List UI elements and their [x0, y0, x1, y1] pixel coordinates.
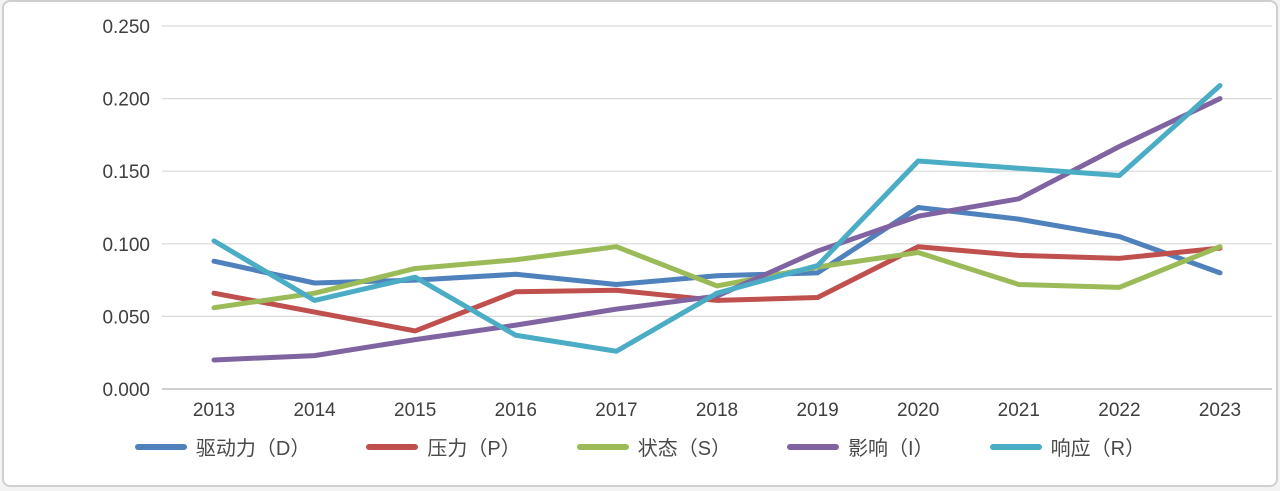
x-tick-label: 2021	[998, 400, 1040, 421]
series-line-I	[211, 96, 1223, 363]
y-tick-label: 0.100	[102, 235, 150, 256]
legend-swatch-D	[134, 443, 187, 450]
legend-item-I: 影响（I）	[787, 432, 934, 461]
y-tick-label: 0.000	[102, 380, 150, 401]
legend-swatch-S	[576, 443, 629, 450]
legend-item-D: 驱动力（D）	[134, 432, 311, 461]
x-tick-label: 2023	[1199, 400, 1241, 421]
legend-swatch-P	[366, 443, 419, 450]
x-tick-label: 2019	[796, 400, 838, 421]
series-line-R	[211, 83, 1223, 354]
legend-swatch-I	[787, 443, 840, 450]
x-tick-label: 2022	[1098, 400, 1140, 421]
y-tick-label: 0.050	[102, 307, 150, 328]
series-line-S	[211, 244, 1223, 311]
legend-item-R: 响应（R）	[989, 432, 1146, 461]
legend-swatch-R	[989, 443, 1042, 450]
chart-legend: 驱动力（D） 压力（P） 状态（S） 影响（I） 响应（R）	[4, 432, 1276, 461]
legend-item-S: 状态（S）	[576, 432, 732, 461]
legend-label-D: 驱动力（D）	[195, 438, 311, 460]
x-tick-label: 2014	[293, 400, 336, 421]
series-line-D	[211, 205, 1223, 287]
y-tick-label: 0.250	[102, 17, 150, 38]
line-chart: 0.000 0.050 0.100 0.150 0.200 0.250 2013 2014 20…	[102, 17, 1272, 421]
legend-label-P: 压力（P）	[427, 438, 521, 460]
legend-label-S: 状态（S）	[637, 438, 732, 460]
y-tick-label: 0.150	[102, 162, 150, 183]
legend-item-P: 压力（P）	[366, 432, 521, 461]
y-tick-label: 0.200	[102, 90, 150, 111]
legend-label-R: 响应（R）	[1050, 438, 1146, 460]
x-tick-label: 2016	[495, 400, 537, 421]
legend-label-I: 影响（I）	[848, 438, 934, 460]
x-tick-label: 2020	[897, 400, 939, 421]
x-tick-label: 2015	[394, 400, 436, 421]
x-tick-label: 2017	[595, 400, 637, 421]
x-tick-label: 2013	[193, 400, 235, 421]
x-tick-label: 2018	[696, 400, 738, 421]
series-line-P	[211, 244, 1223, 334]
